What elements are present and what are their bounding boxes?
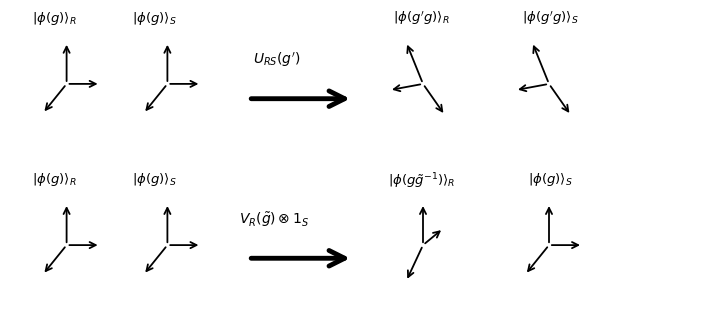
Text: $|\phi(g\tilde{g}^{-1})\rangle_R$: $|\phi(g\tilde{g}^{-1})\rangle_R$	[387, 171, 455, 191]
Text: $|\phi(g)\rangle_R$: $|\phi(g)\rangle_R$	[32, 10, 76, 27]
Text: $|\phi(g)\rangle_R$: $|\phi(g)\rangle_R$	[32, 171, 76, 188]
Text: $V_R(\tilde{g}) \otimes 1_S$: $V_R(\tilde{g}) \otimes 1_S$	[238, 210, 309, 229]
Text: $|\phi(g)\rangle_S$: $|\phi(g)\rangle_S$	[132, 171, 177, 188]
Text: $|\phi(g'g)\rangle_R$: $|\phi(g'g)\rangle_R$	[393, 10, 449, 27]
Text: $U_{RS}(g')$: $U_{RS}(g')$	[253, 51, 301, 69]
Text: $|\phi(g'g)\rangle_S$: $|\phi(g'g)\rangle_S$	[523, 10, 579, 27]
Text: $|\phi(g)\rangle_S$: $|\phi(g)\rangle_S$	[528, 171, 573, 188]
Text: $|\phi(g)\rangle_S$: $|\phi(g)\rangle_S$	[132, 10, 177, 27]
